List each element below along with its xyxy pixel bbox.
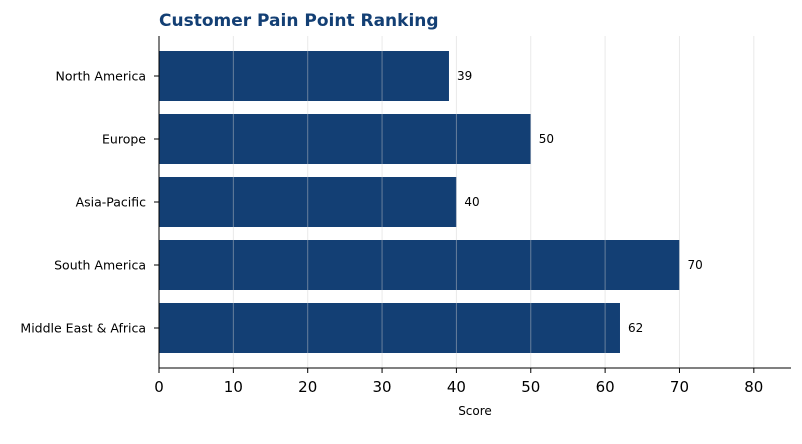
chart-title: Customer Pain Point Ranking (159, 11, 439, 31)
x-axis-label: Score (458, 404, 492, 418)
labels: North America 39 Europe 50 Asia-Pacific 40 Sou… (20, 69, 702, 336)
value-label-4: 62 (628, 321, 643, 335)
bar-4 (159, 303, 620, 353)
category-label-4: Middle East & Africa (20, 321, 146, 336)
bar-2 (159, 177, 457, 227)
axes: 0 10 20 30 40 50 60 70 80 (154, 36, 791, 396)
x-tick-label-5: 50 (521, 378, 540, 396)
category-label-0: North America (56, 69, 147, 84)
x-tick-label-7: 70 (670, 378, 689, 396)
x-tick-label-4: 40 (447, 378, 466, 396)
bars (159, 51, 680, 353)
category-label-3: South America (54, 258, 146, 273)
category-label-1: Europe (102, 132, 146, 147)
x-tick-label-0: 0 (154, 378, 164, 396)
bar-3 (159, 240, 680, 290)
x-tick-label-6: 60 (596, 378, 615, 396)
value-label-1: 50 (539, 132, 554, 146)
x-tick-label-3: 30 (373, 378, 392, 396)
value-label-3: 70 (687, 258, 702, 272)
x-tick-label-1: 10 (224, 378, 243, 396)
value-label-2: 40 (464, 195, 479, 209)
grid-lines (232, 36, 755, 368)
value-label-0: 39 (457, 69, 472, 83)
x-tick-label-8: 80 (744, 378, 763, 396)
category-label-2: Asia-Pacific (76, 195, 147, 210)
x-tick-label-2: 20 (298, 378, 317, 396)
bar-0 (159, 51, 449, 101)
bar-1 (159, 114, 531, 164)
